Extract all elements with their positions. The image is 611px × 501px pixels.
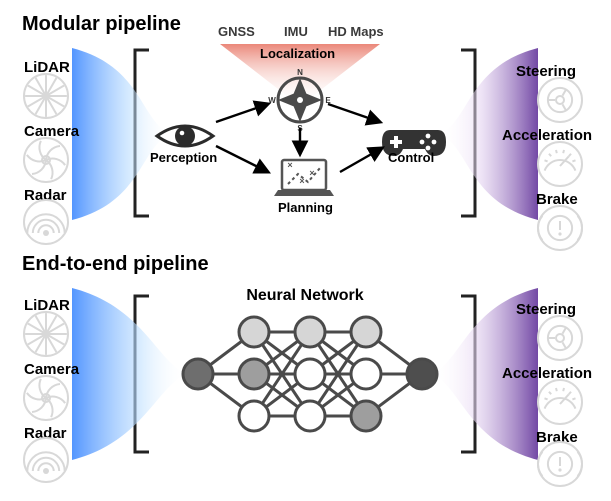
brake-icon	[538, 206, 582, 250]
laptop-icon: × × ×	[274, 160, 334, 196]
svg-text:Modular pipeline: Modular pipeline	[22, 13, 181, 35]
neural-network	[183, 317, 437, 431]
svg-text:W: W	[268, 96, 276, 105]
svg-text:Localization: Localization	[260, 46, 335, 61]
steering-icon	[538, 78, 582, 122]
brake-icon	[538, 442, 582, 486]
svg-text:Steering: Steering	[516, 301, 576, 318]
svg-text:Planning: Planning	[278, 200, 333, 215]
eye-icon	[157, 126, 213, 146]
radar-icon	[24, 438, 68, 482]
svg-text:End-to-end pipeline: End-to-end pipeline	[22, 253, 209, 275]
svg-text:Neural Network: Neural Network	[246, 287, 363, 304]
lidar-icon	[24, 74, 68, 118]
svg-text:Radar: Radar	[24, 425, 67, 442]
svg-text:Perception: Perception	[150, 150, 217, 165]
lidar-icon	[24, 312, 68, 356]
svg-text:Acceleration: Acceleration	[502, 127, 592, 144]
acceleration-icon	[538, 142, 582, 186]
camera-icon	[24, 138, 68, 182]
svg-text:×: ×	[287, 160, 292, 170]
svg-text:Radar: Radar	[24, 187, 67, 204]
svg-text:Steering: Steering	[516, 63, 576, 80]
module-arrow	[216, 146, 268, 172]
svg-text:×: ×	[309, 168, 314, 178]
svg-text:HD Maps: HD Maps	[328, 24, 384, 39]
acceleration-icon	[538, 380, 582, 424]
input-flow	[72, 48, 170, 220]
module-arrow	[328, 104, 380, 122]
svg-text:Brake: Brake	[536, 429, 578, 446]
svg-text:GNSS: GNSS	[218, 24, 255, 39]
svg-text:IMU: IMU	[284, 24, 308, 39]
svg-text:Acceleration: Acceleration	[502, 365, 592, 382]
module-arrow	[340, 148, 382, 172]
svg-text:Camera: Camera	[24, 361, 80, 378]
input-flow	[72, 288, 186, 460]
diagram-canvas: Modular pipelineEnd-to-end pipelineLiDAR…	[0, 0, 611, 501]
steering-icon	[538, 316, 582, 360]
svg-text:N: N	[297, 68, 303, 77]
radar-icon	[24, 200, 68, 244]
svg-text:Control: Control	[388, 150, 434, 165]
svg-text:Camera: Camera	[24, 123, 80, 140]
module-arrow	[216, 104, 268, 122]
camera-icon	[24, 376, 68, 420]
svg-text:×: ×	[299, 176, 304, 186]
